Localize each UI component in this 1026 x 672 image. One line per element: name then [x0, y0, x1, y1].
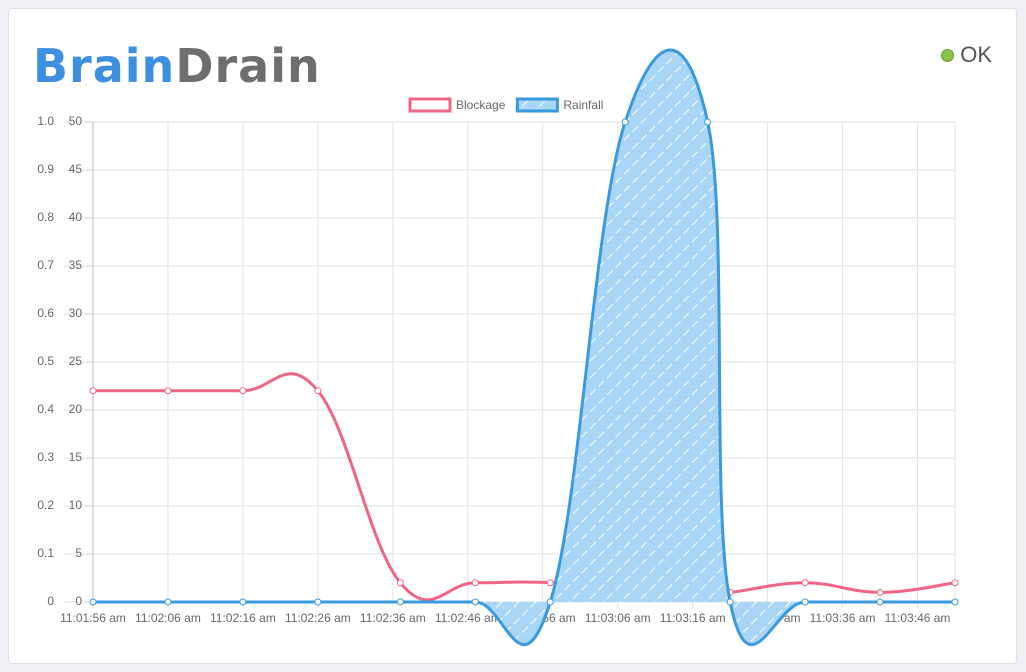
y2-tick-label: 45 — [69, 162, 83, 176]
logo: BrainDrain — [33, 39, 321, 93]
point — [239, 387, 247, 395]
point — [726, 598, 734, 606]
x-tick-label: 11:03:06 am — [585, 611, 651, 625]
y-tick-label: 0.7 — [37, 258, 54, 272]
y-tick-label: 0.8 — [37, 210, 54, 224]
y2-tick-label: 0 — [75, 594, 82, 608]
y-tick-label: 0.1 — [37, 546, 54, 560]
series-line — [92, 48, 955, 647]
y-tick-label: 0.4 — [37, 402, 54, 416]
x-tick-label: 11:02:26 am — [285, 611, 351, 625]
y2-tick-label: 20 — [69, 402, 83, 416]
y-tick-label: 0 — [47, 594, 54, 608]
x-tick-label: 11:02:36 am — [360, 611, 426, 625]
point — [471, 579, 479, 587]
point — [314, 598, 322, 606]
series-line — [93, 372, 956, 602]
point — [396, 598, 404, 606]
point — [951, 598, 959, 606]
point — [164, 598, 172, 606]
logo-drain: Drain — [175, 39, 321, 93]
x-tick-label: 11:02:06 am — [135, 611, 201, 625]
point — [704, 118, 712, 126]
y-tick-label: 0.2 — [37, 498, 54, 512]
y-tick-label: 0.3 — [37, 450, 54, 464]
y2-tick-label: 5 — [75, 546, 82, 560]
y-tick-label: 0.6 — [37, 306, 54, 320]
point — [89, 387, 97, 395]
legend-label: Blockage — [456, 98, 506, 112]
x-tick-label: 11:02:46 am — [435, 611, 501, 625]
x-tick-label: 11:03:16 am — [660, 611, 726, 625]
legend-swatch — [515, 97, 559, 113]
point — [239, 598, 247, 606]
y2-tick-label: 40 — [69, 210, 83, 224]
point — [546, 598, 554, 606]
point — [876, 598, 884, 606]
area — [93, 50, 955, 645]
legend-label: Rainfall — [563, 98, 603, 112]
status: OK — [941, 42, 992, 68]
x-tick-label: 11:03:36 am — [810, 611, 876, 625]
y-tick-label: 0.5 — [37, 354, 54, 368]
point — [89, 598, 97, 606]
point — [876, 588, 884, 596]
point — [621, 118, 629, 126]
y-tick-label: 1.0 — [37, 114, 54, 128]
card: BrainDrain OK — [8, 8, 1017, 664]
point — [801, 579, 809, 587]
y2-tick-label: 50 — [69, 114, 83, 128]
x-tick-label: 11:03:46 am — [885, 611, 951, 625]
status-text: OK — [960, 42, 992, 67]
x-tick-label: 11:01:56 am — [60, 611, 126, 625]
status-dot — [941, 48, 955, 62]
point — [546, 579, 554, 587]
y2-tick-label: 30 — [69, 306, 83, 320]
x-tick-label: 11:02:16 am — [210, 611, 276, 625]
y2-tick-label: 25 — [69, 354, 83, 368]
logo-brain: Brain — [33, 39, 176, 93]
y2-tick-label: 15 — [69, 450, 83, 464]
point — [164, 387, 172, 395]
point — [801, 598, 809, 606]
point — [951, 579, 959, 587]
point — [471, 598, 479, 606]
legend-swatch — [408, 97, 452, 113]
point — [396, 579, 404, 587]
y2-tick-label: 35 — [69, 258, 83, 272]
y2-tick-label: 10 — [69, 498, 83, 512]
point — [314, 387, 322, 395]
y-tick-label: 0.9 — [37, 162, 54, 176]
